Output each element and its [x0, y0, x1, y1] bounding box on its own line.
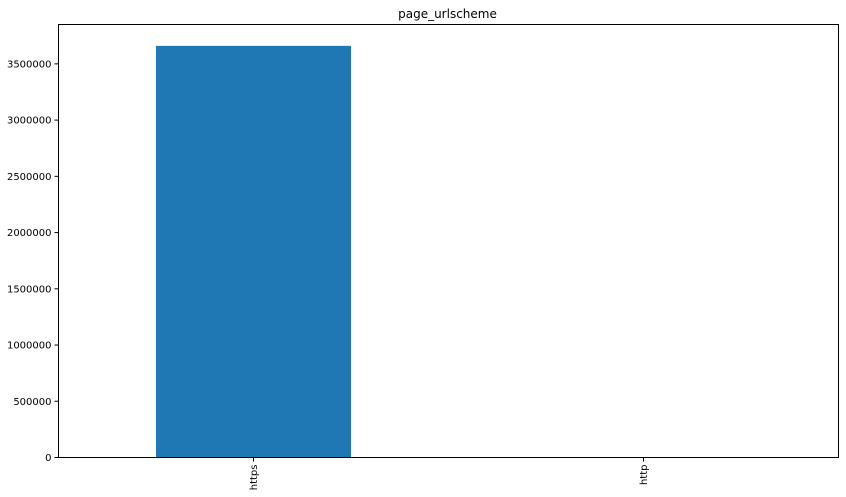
y-tick-label: 500000 [13, 397, 51, 408]
y-tick-label: 1500000 [7, 284, 52, 295]
plot-frame [58, 24, 839, 458]
y-tick-label: 3500000 [7, 59, 52, 70]
bars-group [156, 45, 351, 458]
y-tick-label: 2500000 [7, 172, 52, 183]
y-tick-label: 2000000 [7, 228, 52, 239]
x-axis: https http [249, 457, 650, 491]
chart-title: page_urlscheme [398, 7, 497, 21]
y-tick-label: 0 [45, 453, 51, 464]
y-tick-label: 3000000 [7, 116, 52, 127]
x-tick-label-http: http [639, 465, 650, 486]
y-axis: 0 500000 1000000 1500000 2000000 2500000 30000… [7, 59, 59, 464]
y-tick-label: 1000000 [7, 341, 52, 352]
x-tick-label-https: https [249, 465, 260, 491]
bar-https [156, 45, 351, 458]
